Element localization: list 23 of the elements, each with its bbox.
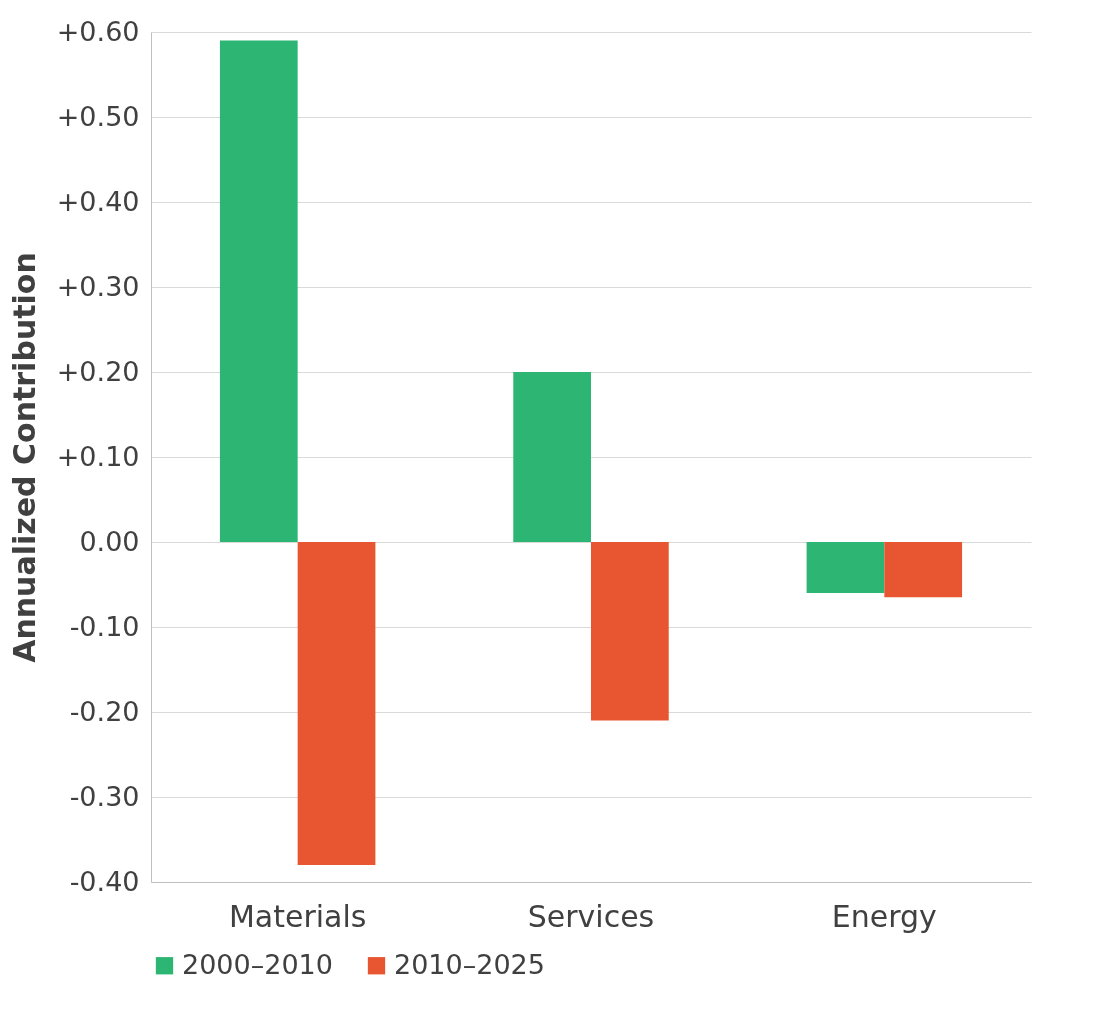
y-tick-label: +0.20 (56, 355, 140, 387)
bar (513, 372, 591, 542)
y-tick-label: -0.10 (69, 610, 140, 642)
y-tick-label: +0.30 (56, 270, 140, 302)
bar (219, 40, 298, 542)
bar (591, 542, 669, 721)
y-tick-label: -0.20 (69, 695, 140, 727)
x-tick-label: Materials (228, 898, 367, 934)
y-tick-label: -0.30 (69, 780, 140, 812)
y-tick-label: 0.00 (79, 525, 140, 557)
y-tick-label: -0.40 (69, 865, 140, 897)
legend-label: 2010–2025 (394, 948, 545, 980)
x-tick-label: Energy (831, 898, 937, 934)
bar (297, 542, 376, 865)
bar (884, 542, 963, 598)
y-tick-label: +0.40 (56, 185, 140, 217)
y-axis-title: Annualized Contribution (6, 252, 42, 663)
y-tick-label: +0.10 (56, 440, 140, 472)
legend-label: 2000–2010 (182, 948, 333, 980)
y-tick-label: +0.60 (56, 15, 140, 47)
y-tick-label: +0.50 (56, 100, 140, 132)
x-tick-label: Services (527, 898, 655, 934)
bar (806, 542, 885, 593)
